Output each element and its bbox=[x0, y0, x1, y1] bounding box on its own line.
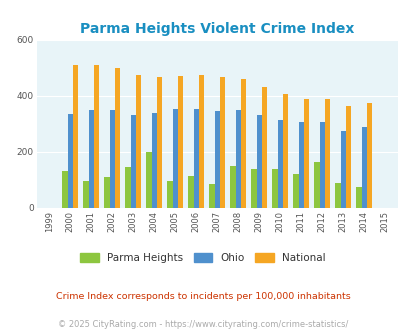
Bar bbox=[298, 121, 303, 208]
Bar bbox=[177, 76, 183, 208]
Bar bbox=[251, 169, 256, 208]
Bar bbox=[240, 79, 245, 208]
Bar bbox=[135, 75, 141, 208]
Bar bbox=[104, 177, 109, 208]
Bar bbox=[319, 122, 324, 208]
Bar bbox=[167, 181, 172, 208]
Bar bbox=[219, 78, 224, 208]
Text: Crime Index corresponds to incidents per 100,000 inhabitants: Crime Index corresponds to incidents per… bbox=[55, 292, 350, 301]
Bar bbox=[188, 176, 193, 208]
Bar bbox=[345, 106, 350, 208]
Bar bbox=[151, 113, 156, 208]
Bar bbox=[214, 111, 219, 208]
Bar bbox=[282, 94, 288, 208]
Bar bbox=[146, 152, 151, 208]
Bar bbox=[256, 115, 261, 208]
Text: © 2025 CityRating.com - https://www.cityrating.com/crime-statistics/: © 2025 CityRating.com - https://www.city… bbox=[58, 320, 347, 329]
Bar bbox=[366, 103, 371, 208]
Bar bbox=[272, 169, 277, 208]
Bar bbox=[125, 167, 130, 208]
Bar bbox=[356, 187, 361, 208]
Bar bbox=[62, 172, 67, 208]
Bar bbox=[361, 127, 366, 208]
Bar bbox=[88, 110, 94, 208]
Bar bbox=[130, 115, 135, 208]
Bar bbox=[193, 109, 198, 208]
Bar bbox=[303, 99, 308, 208]
Bar bbox=[313, 162, 319, 208]
Bar bbox=[72, 65, 78, 208]
Bar bbox=[115, 68, 120, 208]
Legend: Parma Heights, Ohio, National: Parma Heights, Ohio, National bbox=[76, 249, 329, 267]
Bar bbox=[261, 87, 266, 208]
Bar bbox=[83, 181, 88, 208]
Bar bbox=[209, 184, 214, 208]
Bar bbox=[277, 119, 282, 208]
Bar bbox=[109, 110, 115, 208]
Bar bbox=[67, 114, 72, 208]
Bar bbox=[156, 78, 162, 208]
Title: Parma Heights Violent Crime Index: Parma Heights Violent Crime Index bbox=[80, 22, 354, 36]
Bar bbox=[198, 75, 204, 208]
Bar bbox=[230, 166, 235, 208]
Bar bbox=[235, 110, 240, 208]
Bar bbox=[340, 131, 345, 208]
Bar bbox=[172, 109, 177, 208]
Bar bbox=[335, 183, 340, 208]
Bar bbox=[293, 174, 298, 208]
Bar bbox=[94, 65, 99, 208]
Bar bbox=[324, 99, 329, 208]
